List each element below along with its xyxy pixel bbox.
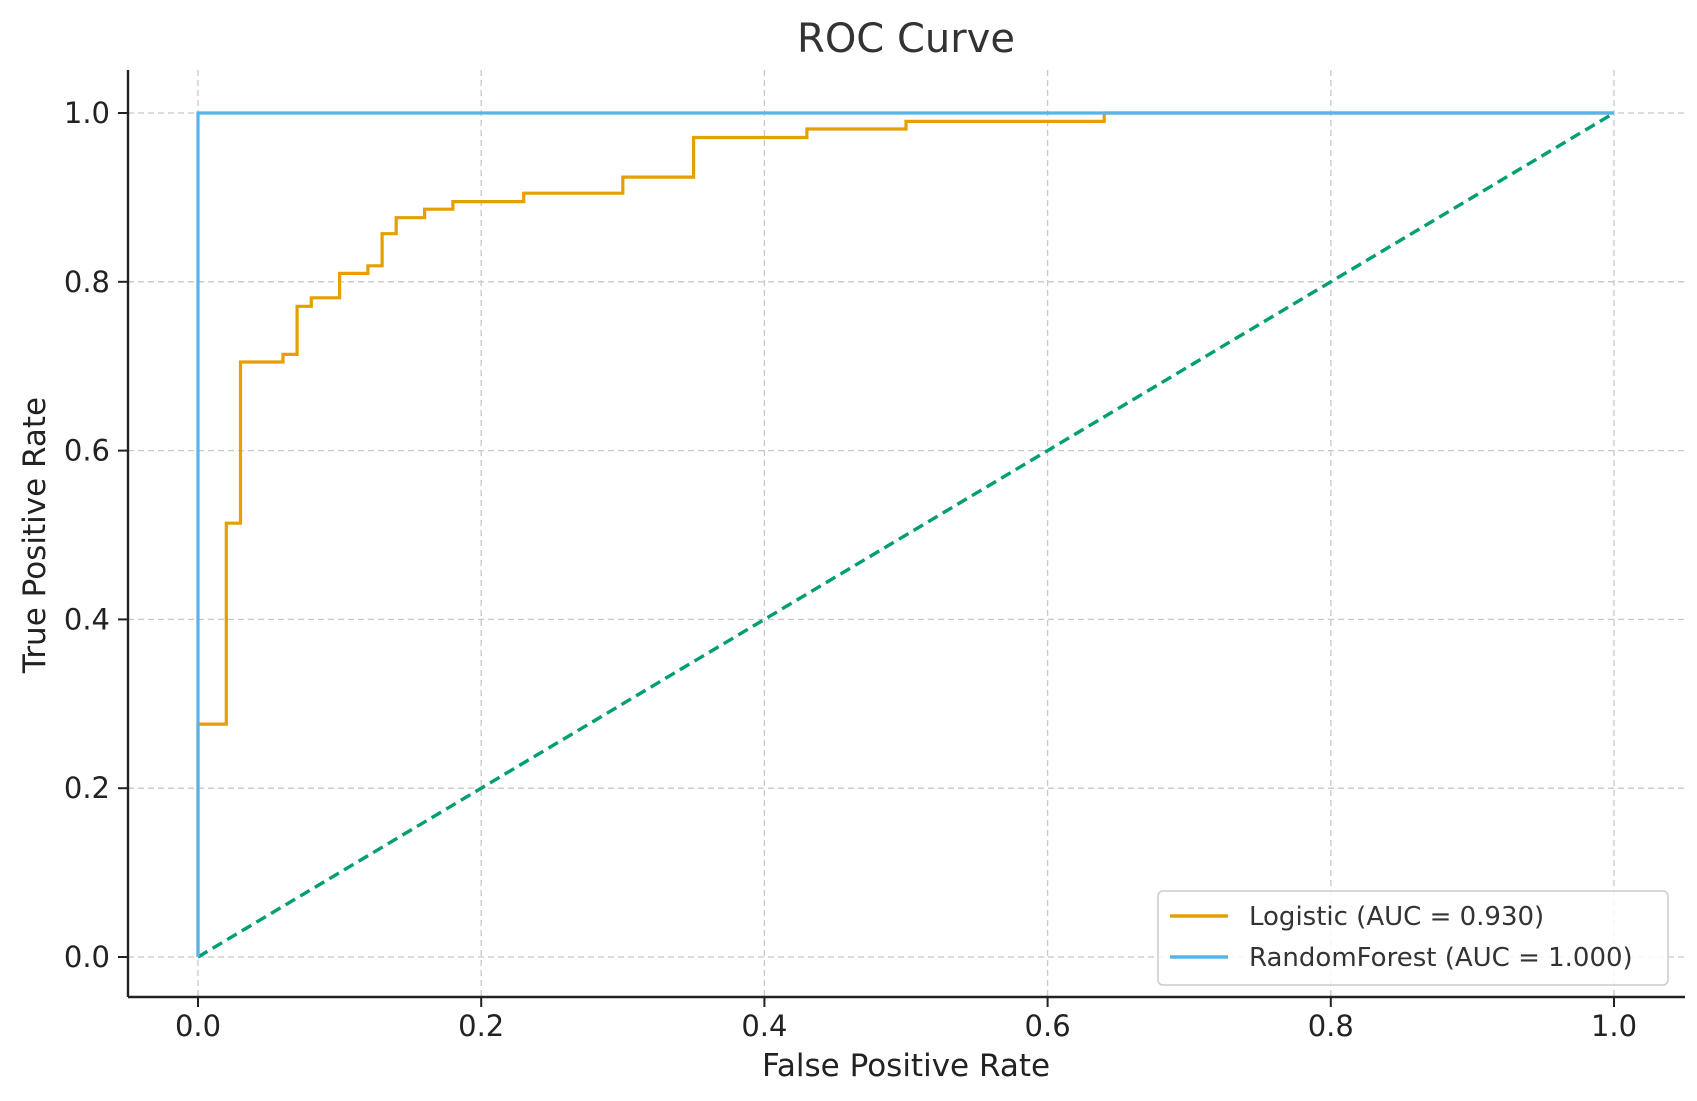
chart-title: ROC Curve (797, 16, 1015, 62)
y-tick-label: 0.6 (64, 434, 110, 468)
legend-label-0: Logistic (AUC = 0.930) (1249, 902, 1544, 932)
series-line-1 (196, 111, 1614, 957)
series-line-2 (197, 111, 1615, 959)
y-tick-label: 1.0 (64, 96, 110, 130)
x-tick-label: 0.2 (458, 1009, 504, 1043)
y-tick-label: 0.0 (64, 940, 110, 974)
x-tick-label: 0.6 (1025, 1009, 1071, 1043)
legend-label-1: RandomForest (AUC = 1.000) (1249, 943, 1633, 973)
x-axis-ticks: 0.0 0.2 0.4 0.6 0.8 1.0 (175, 997, 1637, 1043)
y-axis-label: True Positive Rate (17, 397, 53, 674)
series-layer (196, 111, 1615, 959)
legend-box (1157, 890, 1669, 986)
x-tick-label: 0.0 (175, 1009, 221, 1043)
x-tick-label: 1.0 (1591, 1009, 1637, 1043)
x-tick-label: 0.4 (741, 1009, 787, 1043)
legend-items: Logistic (AUC = 0.930) RandomForest (AUC … (1170, 902, 1633, 973)
series-line-0 (196, 111, 1614, 957)
y-tick-label: 0.8 (64, 265, 110, 299)
legend: Logistic (AUC = 0.930) RandomForest (AUC … (1157, 890, 1669, 986)
y-tick-label: 0.4 (64, 602, 110, 636)
x-tick-label: 0.8 (1308, 1009, 1354, 1043)
y-axis-ticks: 0.0 0.2 0.4 0.6 0.8 1.0 (64, 96, 128, 974)
x-axis-label: False Positive Rate (762, 1048, 1050, 1084)
y-tick-label: 0.2 (64, 771, 110, 805)
